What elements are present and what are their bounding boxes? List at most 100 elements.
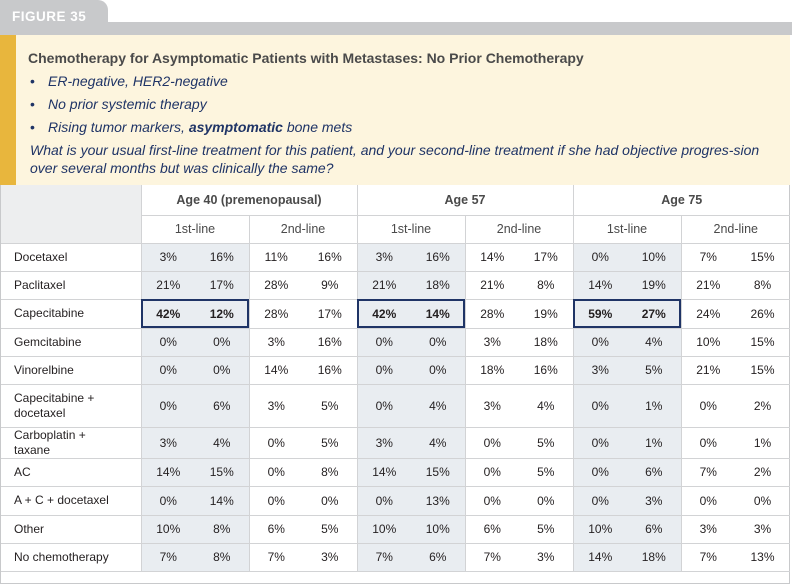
value-cell: 3% xyxy=(303,543,358,572)
age-group-header: Age 75 xyxy=(573,185,790,216)
value-cell: 0% xyxy=(411,356,466,385)
value-cell: 16% xyxy=(303,328,358,357)
bullet-text: No prior systemic therapy xyxy=(48,96,207,112)
value-cell: 0% xyxy=(411,328,466,357)
value-cell: 2% xyxy=(735,384,790,428)
value-cell: 14% xyxy=(411,299,466,329)
value-cell: 8% xyxy=(195,515,250,544)
value-cell: 14% xyxy=(357,458,411,487)
table-row: Docetaxel 3% 16% 11% 16% 3% 16% 14% 17% 0% 10% 7% 15… xyxy=(1,243,790,272)
value-cell: 0% xyxy=(195,356,250,385)
table-row: Gemcitabine 0% 0% 3% 16% 0% 0% 3% 18% 0% 4% 10% 15% xyxy=(1,328,790,357)
value-cell: 5% xyxy=(303,515,358,544)
value-cell: 21% xyxy=(465,271,519,300)
value-cell: 1% xyxy=(627,384,682,428)
value-cell: 0% xyxy=(357,356,411,385)
value-cell: 42% xyxy=(357,299,411,329)
bullet-text-end: bone mets xyxy=(282,119,353,135)
bullet-text: Rising tumor markers, xyxy=(48,119,189,135)
value-cell: 21% xyxy=(141,271,195,300)
value-cell: 3% xyxy=(249,328,303,357)
value-cell: 3% xyxy=(681,515,735,544)
value-cell: 27% xyxy=(627,299,682,329)
value-cell: 7% xyxy=(681,458,735,487)
value-cell: 5% xyxy=(627,356,682,385)
value-cell: 15% xyxy=(411,458,466,487)
value-cell: 28% xyxy=(249,299,303,329)
value-cell: 3% xyxy=(465,328,519,357)
value-cell: 5% xyxy=(303,384,358,428)
figure-title: Chemotherapy for Asymptomatic Patients w… xyxy=(28,50,584,66)
value-cell: 3% xyxy=(141,243,195,272)
row-label: Capecitabine xyxy=(1,299,142,329)
value-cell: 7% xyxy=(141,543,195,572)
value-cell: 14% xyxy=(573,271,627,300)
bullet-text: ER-negative, HER2-negative xyxy=(48,73,228,89)
line-subheader: 2nd-line xyxy=(249,215,358,244)
figure-label: FIGURE 35 xyxy=(12,9,87,24)
value-cell: 3% xyxy=(357,243,411,272)
value-cell: 5% xyxy=(519,515,574,544)
value-cell: 19% xyxy=(627,271,682,300)
value-cell: 9% xyxy=(303,271,358,300)
table-row: A + C + docetaxel 0% 14% 0% 0% 0% 13% 0% 0% 0% 3% 0… xyxy=(1,486,790,516)
question-header xyxy=(16,35,790,185)
line-subheader: 1st-line xyxy=(141,215,250,244)
accent-bar xyxy=(0,35,16,185)
table-row: Carboplatin + taxane 3% 4% 0% 5% 3% 4% 0% 5% 0% 1%… xyxy=(1,427,790,459)
value-cell: 0% xyxy=(681,486,735,516)
value-cell: 21% xyxy=(681,356,735,385)
bullet-dot: • xyxy=(30,119,35,135)
value-cell: 0% xyxy=(195,328,250,357)
value-cell: 0% xyxy=(735,486,790,516)
value-cell: 15% xyxy=(735,243,790,272)
value-cell: 14% xyxy=(573,543,627,572)
value-cell: 17% xyxy=(519,243,574,272)
value-cell: 13% xyxy=(735,543,790,572)
age-group-header: Age 57 xyxy=(357,185,574,216)
value-cell: 16% xyxy=(303,243,358,272)
value-cell: 4% xyxy=(519,384,574,428)
value-cell: 3% xyxy=(357,427,411,459)
value-cell: 8% xyxy=(195,543,250,572)
value-cell: 0% xyxy=(465,427,519,459)
table-row: Capecitabine 42% 12% 28% 17% 42% 14% 28% 19% 59% 2… xyxy=(1,299,790,329)
table-corner xyxy=(1,185,142,244)
value-cell: 24% xyxy=(681,299,735,329)
value-cell: 8% xyxy=(303,458,358,487)
value-cell: 10% xyxy=(627,243,682,272)
value-cell: 0% xyxy=(303,486,358,516)
table-row: No chemotherapy 7% 8% 7% 3% 7% 6% 7% 3% 14% 18% 7% 1… xyxy=(1,543,790,572)
value-cell: 17% xyxy=(303,299,358,329)
value-cell: 7% xyxy=(465,543,519,572)
bullet-emphasis: asymptomatic xyxy=(188,119,283,135)
row-label: Vinorelbine xyxy=(1,356,142,385)
value-cell: 7% xyxy=(249,543,303,572)
value-cell: 1% xyxy=(735,427,790,459)
value-cell: 0% xyxy=(141,328,195,357)
value-cell: 2% xyxy=(735,458,790,487)
value-cell: 3% xyxy=(735,515,790,544)
value-cell: 8% xyxy=(519,271,574,300)
value-cell: 4% xyxy=(411,427,466,459)
value-cell: 26% xyxy=(735,299,790,329)
row-label: Gemcitabine xyxy=(1,328,142,357)
figure-tab: FIGURE 35 xyxy=(0,0,108,35)
value-cell: 0% xyxy=(573,243,627,272)
value-cell: 6% xyxy=(465,515,519,544)
value-cell: 18% xyxy=(465,356,519,385)
row-label: Paclitaxel xyxy=(1,271,142,300)
value-cell: 3% xyxy=(465,384,519,428)
value-cell: 0% xyxy=(465,486,519,516)
value-cell: 0% xyxy=(249,427,303,459)
value-cell: 3% xyxy=(627,486,682,516)
value-cell: 7% xyxy=(681,243,735,272)
value-cell: 0% xyxy=(357,384,411,428)
bullet-dot: • xyxy=(30,73,35,89)
value-cell: 28% xyxy=(249,271,303,300)
value-cell: 7% xyxy=(357,543,411,572)
value-cell: 0% xyxy=(681,427,735,459)
value-cell: 0% xyxy=(573,328,627,357)
value-cell: 0% xyxy=(573,384,627,428)
value-cell: 6% xyxy=(627,458,682,487)
